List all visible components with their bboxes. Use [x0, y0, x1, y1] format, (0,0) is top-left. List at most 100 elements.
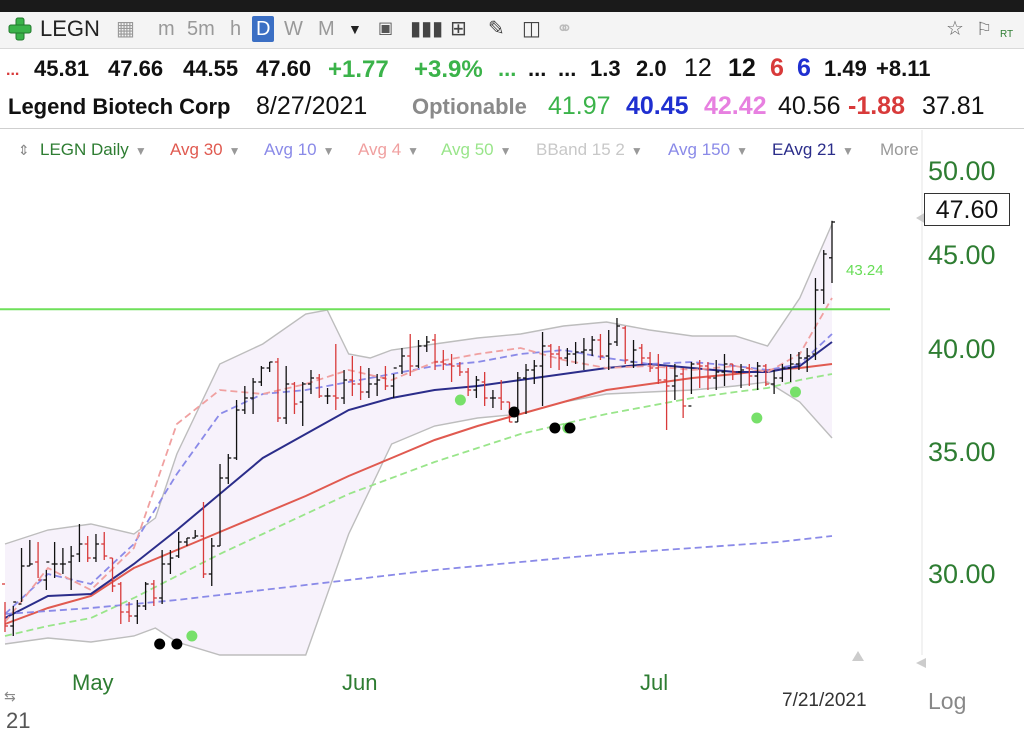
legend-avg4[interactable]: Avg 4 ▼: [358, 140, 420, 159]
info-e: -1.88: [848, 92, 905, 120]
ohlc-bar: [208, 538, 215, 586]
ohlc-bar: [704, 362, 711, 390]
eraser-icon[interactable]: ◫: [522, 18, 541, 40]
flag-icon[interactable]: ⚐: [976, 19, 993, 39]
ohlc-bar: [804, 348, 811, 372]
quote-row: ... 45.81 47.66 44.55 47.60 +1.77 +3.9% …: [0, 50, 1024, 88]
ohlc-bar: [481, 372, 488, 406]
ohlc-bar: [283, 366, 290, 424]
ohlc-bars: [2, 220, 835, 636]
signal-dot: [789, 386, 801, 398]
series-avg-150: [4, 535, 833, 615]
legend-move-icon[interactable]: ⇕: [18, 142, 30, 158]
favorite-star-icon[interactable]: ☆: [946, 18, 964, 40]
ohlc-bar: [365, 368, 372, 398]
quote-dots-2: ...: [528, 56, 547, 81]
ohlc-bar: [613, 318, 620, 346]
ohlc-bar: [564, 348, 571, 366]
ohlc-bar: [547, 344, 554, 368]
interval-daily[interactable]: D: [252, 16, 275, 42]
ohlc-bar: [167, 550, 174, 574]
quote-change-pct: +3.9%: [414, 56, 483, 83]
ohlc-bar: [597, 334, 604, 360]
ohlc-bar: [423, 336, 430, 352]
legend-avg30[interactable]: Avg 30 ▼: [170, 140, 241, 159]
grid-settings-icon[interactable]: ⊞: [450, 18, 467, 40]
x-label-may: May: [72, 670, 114, 695]
ohlc-bar: [829, 220, 835, 283]
ohlc-bar: [35, 542, 42, 581]
text-tool-icon[interactable]: ▣: [378, 20, 394, 37]
ohlc-bar: [18, 548, 25, 605]
ohlc-bar: [589, 336, 596, 356]
ohlc-bar: [647, 352, 654, 372]
layout-icon[interactable]: ▦: [116, 18, 135, 40]
header-divider: [0, 128, 1024, 129]
legend-avg150[interactable]: Avg 150 ▼: [668, 140, 748, 159]
ohlc-bar: [59, 548, 66, 574]
signal-markers: [154, 386, 801, 650]
legend-eavg21[interactable]: EAvg 21 ▼: [772, 140, 854, 159]
bband-lower: [4, 381, 833, 656]
legend-more[interactable]: More: [880, 140, 919, 159]
ohlc-bar: [638, 344, 645, 364]
ohlc-bar: [159, 550, 166, 604]
legend-avg50[interactable]: Avg 50 ▼: [441, 140, 512, 159]
ohlc-bar: [432, 334, 439, 370]
pan-arrows-icon[interactable]: ⇆: [4, 688, 16, 704]
link-share-icon[interactable]: ⚭: [556, 18, 573, 40]
signal-dot: [454, 394, 466, 406]
ohlc-bar: [341, 370, 348, 404]
symbol-label[interactable]: LEGN: [40, 16, 100, 41]
interval-5min[interactable]: 5m: [187, 18, 215, 40]
optionable-label: Optionable: [412, 94, 527, 119]
ohlc-bar: [390, 367, 397, 398]
interval-weekly[interactable]: W: [284, 18, 303, 40]
signal-dot: [751, 412, 763, 424]
ohlc-bar: [126, 602, 133, 622]
ohlc-bar: [233, 400, 240, 460]
add-plus-icon[interactable]: [8, 17, 32, 41]
legend-main[interactable]: LEGN Daily ▼: [40, 140, 147, 159]
quote-close: 47.60: [256, 56, 312, 81]
ohlc-bar: [374, 374, 381, 396]
log-scale-toggle[interactable]: Log: [928, 688, 967, 714]
quote-dots-1: ...: [498, 56, 517, 81]
ohlc-bar: [523, 364, 530, 414]
legend-bband[interactable]: BBand 15 2 ▼: [536, 140, 643, 159]
ohlc-bar: [572, 342, 579, 364]
ohlc-bar: [258, 366, 265, 386]
ohlc-bar: [274, 358, 281, 422]
ohlc-bar: [192, 530, 199, 539]
ohlc-bar: [84, 536, 91, 562]
quote-v7: 1.49: [824, 56, 867, 81]
ohlc-bar: [357, 366, 364, 400]
legend-avg10[interactable]: Avg 10 ▼: [264, 140, 335, 159]
ohlc-bar: [539, 332, 546, 406]
company-name: Legend Biotech Corp: [8, 94, 231, 119]
interval-dropdown-icon[interactable]: ▼: [348, 21, 362, 37]
scroll-left-arrow-icon[interactable]: [916, 658, 926, 668]
ohlc-bar: [316, 374, 323, 398]
ohlc-bar: [117, 582, 124, 624]
info-d: 40.56: [778, 92, 841, 120]
quote-change: +1.77: [328, 56, 389, 83]
ohlc-bar: [382, 366, 389, 390]
ohlc-bar: [291, 382, 298, 414]
interval-minute[interactable]: m: [158, 18, 175, 40]
scroll-up-arrow-icon[interactable]: [852, 651, 864, 661]
ohlc-bar: [671, 364, 678, 400]
interval-monthly[interactable]: M: [318, 18, 335, 40]
interval-hour[interactable]: h: [230, 18, 242, 40]
ohlc-bar: [266, 361, 273, 372]
quote-v4: 12: [728, 54, 756, 82]
ohlc-bar: [779, 364, 786, 382]
ohlc-bar: [142, 582, 149, 610]
bar-style-icon[interactable]: ▮▮▮: [410, 18, 444, 40]
ohlc-bar: [812, 278, 819, 360]
ohlc-bar: [556, 346, 563, 370]
signal-dot: [154, 638, 166, 650]
ohlc-bar: [580, 338, 587, 370]
draw-pencil-icon[interactable]: ✎: [488, 18, 505, 40]
